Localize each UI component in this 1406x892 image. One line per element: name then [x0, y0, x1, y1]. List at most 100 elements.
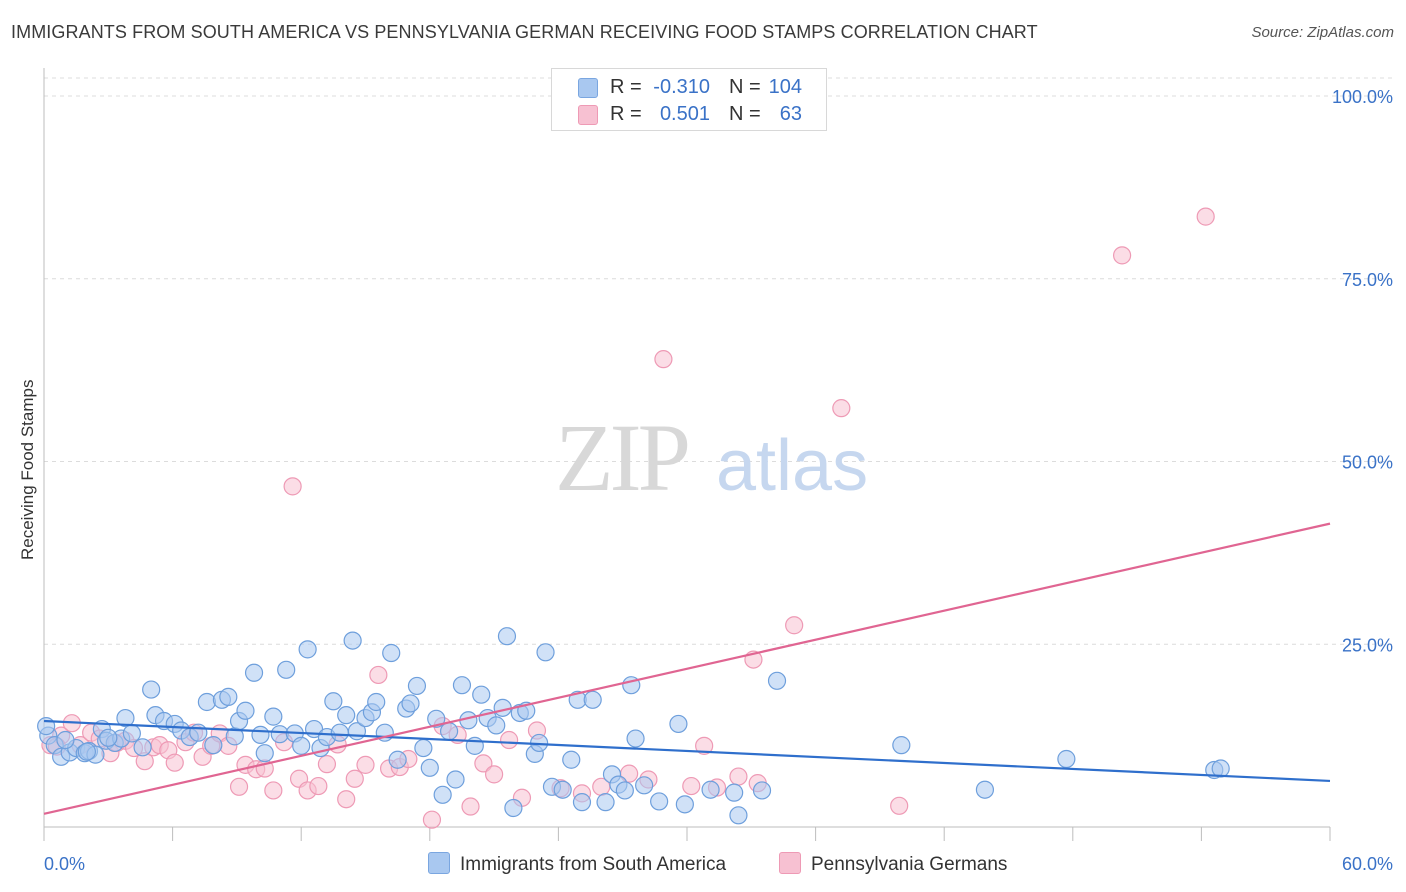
point-pennsylvania-german — [229, 777, 249, 796]
legend-r-value: -0.310 — [653, 76, 710, 98]
point-pennsylvania-german — [500, 730, 519, 750]
axes — [43, 68, 1331, 841]
point-south-america — [650, 792, 669, 811]
point-south-america — [251, 725, 270, 744]
point-south-america — [343, 631, 362, 650]
point-pennsylvania-german — [654, 350, 673, 369]
series-swatch-pink — [779, 852, 801, 874]
point-pennsylvania-german — [485, 765, 504, 784]
point-pennsylvania-german — [785, 616, 804, 635]
point-south-america — [142, 680, 161, 699]
point-south-america — [277, 660, 296, 679]
point-south-america — [189, 723, 208, 742]
tick-labels: 25.0% 50.0% 75.0% 100.0% 0.0% 60.0% — [44, 87, 1393, 874]
point-south-america — [725, 783, 744, 802]
watermark: ZIP atlas — [555, 404, 868, 511]
y-tick-label: 75.0% — [1342, 270, 1393, 290]
point-south-america — [298, 640, 317, 659]
point-pennsylvania-german — [165, 753, 184, 772]
point-south-america — [337, 706, 356, 725]
point-south-america — [701, 780, 720, 799]
legend-swatch-blue — [578, 78, 598, 98]
legend-swatch-pink — [578, 105, 598, 125]
point-south-america — [401, 694, 420, 713]
point-south-america — [675, 795, 694, 814]
point-south-america — [504, 798, 523, 818]
point-south-america — [427, 709, 446, 728]
legend-n-value: 63 — [779, 103, 802, 125]
point-pennsylvania-german — [890, 796, 909, 815]
point-south-america — [219, 687, 238, 706]
series-label: Pennsylvania Germans — [811, 854, 1008, 875]
legend-n-label: N = — [729, 103, 761, 125]
point-south-america — [420, 758, 439, 777]
point-south-america — [472, 685, 491, 704]
point-south-america — [77, 742, 96, 761]
legend-r-label: R = — [610, 76, 642, 98]
point-south-america — [388, 750, 407, 769]
point-pennsylvania-german — [832, 399, 851, 418]
legend-row-pennsylvania-germans: R = 0.501 N = 63 — [552, 101, 826, 127]
point-south-america — [493, 698, 512, 717]
point-south-america — [635, 776, 654, 795]
point-south-america — [197, 692, 216, 712]
series-legend: Immigrants from South America Pennsylvan… — [0, 852, 1406, 876]
point-pennsylvania-german — [345, 769, 364, 788]
point-south-america — [122, 724, 141, 743]
point-south-america — [324, 692, 343, 711]
legend-n-value: 104 — [768, 76, 802, 98]
y-tick-label: 50.0% — [1342, 453, 1393, 473]
point-pennsylvania-german — [317, 755, 337, 774]
point-south-america — [1211, 759, 1230, 778]
point-south-america — [367, 692, 386, 712]
point-south-america — [56, 730, 75, 750]
legend-n-label: N = — [729, 76, 761, 98]
point-pennsylvania-german — [695, 736, 714, 755]
point-pennsylvania-german — [422, 810, 442, 829]
trend-lines — [43, 522, 1331, 815]
point-south-america — [596, 793, 615, 812]
point-south-america — [236, 701, 255, 720]
point-pennsylvania-german — [682, 776, 701, 796]
point-pennsylvania-german — [1112, 246, 1132, 265]
point-south-america — [487, 716, 506, 735]
legend-row-south-america: R = -0.310 N = 104 — [552, 74, 826, 100]
point-south-america — [439, 722, 459, 741]
point-south-america — [572, 793, 592, 812]
source-label: Source: ZipAtlas.com — [1251, 24, 1394, 41]
point-south-america — [615, 781, 634, 800]
point-pennsylvania-german — [474, 754, 493, 773]
point-south-america — [553, 780, 572, 799]
point-south-america — [536, 643, 555, 662]
watermark-zip: ZIP — [555, 404, 688, 511]
series-legend-south-america[interactable]: Immigrants from South America — [428, 852, 726, 876]
series-swatch-blue — [428, 852, 450, 874]
point-pennsylvania-german — [729, 767, 748, 786]
grid-lines — [44, 77, 1394, 645]
point-pennsylvania-german — [264, 781, 283, 800]
point-south-america — [382, 643, 401, 663]
legend-r-value: 0.501 — [659, 103, 710, 125]
point-pennsylvania-german — [309, 776, 328, 796]
watermark-atlas: atlas — [716, 426, 868, 506]
series-legend-pennsylvania-germans[interactable]: Pennsylvania Germans — [779, 852, 1007, 876]
point-pennsylvania-german — [337, 790, 356, 809]
correlation-legend: R = -0.310 N = 104 R = 0.501 N = 63 — [551, 68, 827, 131]
x-tick-label: 60.0% — [1342, 854, 1393, 874]
series-label: Immigrants from South America — [460, 854, 727, 875]
point-pennsylvania-german — [369, 665, 388, 685]
point-south-america — [729, 806, 748, 825]
point-south-america — [133, 738, 152, 757]
point-south-america — [407, 676, 427, 696]
point-pennsylvania-german — [461, 797, 480, 816]
point-south-america — [414, 738, 433, 758]
point-south-america — [264, 707, 283, 726]
point-south-america — [752, 781, 772, 800]
chart-title: IMMIGRANTS FROM SOUTH AMERICA VS PENNSYL… — [11, 22, 1038, 42]
point-south-america — [244, 663, 264, 682]
point-south-america — [767, 671, 787, 690]
point-south-america — [892, 736, 911, 755]
point-south-america — [669, 714, 688, 734]
point-pennsylvania-german — [283, 477, 302, 496]
